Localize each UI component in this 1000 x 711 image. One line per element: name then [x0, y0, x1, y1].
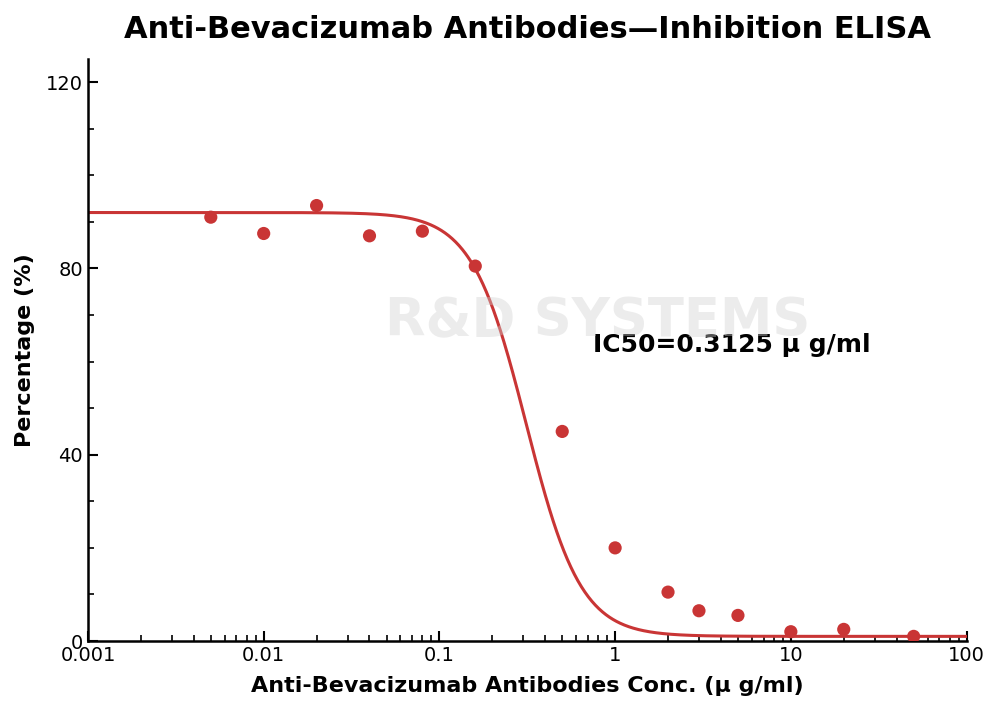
Point	[203, 211, 219, 223]
Point	[730, 610, 746, 621]
Point	[414, 225, 430, 237]
Point	[467, 260, 483, 272]
Text: IC50=0.3125 μ g/ml: IC50=0.3125 μ g/ml	[593, 333, 871, 357]
Text: R&D SYSTEMS: R&D SYSTEMS	[385, 295, 810, 347]
Point	[906, 631, 922, 642]
Point	[256, 228, 272, 239]
X-axis label: Anti-Bevacizumab Antibodies Conc. (μ g/ml): Anti-Bevacizumab Antibodies Conc. (μ g/m…	[251, 676, 804, 696]
Point	[554, 426, 570, 437]
Point	[836, 624, 852, 635]
Point	[361, 230, 377, 242]
Point	[660, 587, 676, 598]
Point	[607, 542, 623, 554]
Y-axis label: Percentage (%): Percentage (%)	[15, 253, 35, 447]
Point	[309, 200, 325, 211]
Point	[691, 605, 707, 616]
Point	[783, 626, 799, 637]
Title: Anti-Bevacizumab Antibodies—Inhibition ELISA: Anti-Bevacizumab Antibodies—Inhibition E…	[124, 15, 931, 44]
